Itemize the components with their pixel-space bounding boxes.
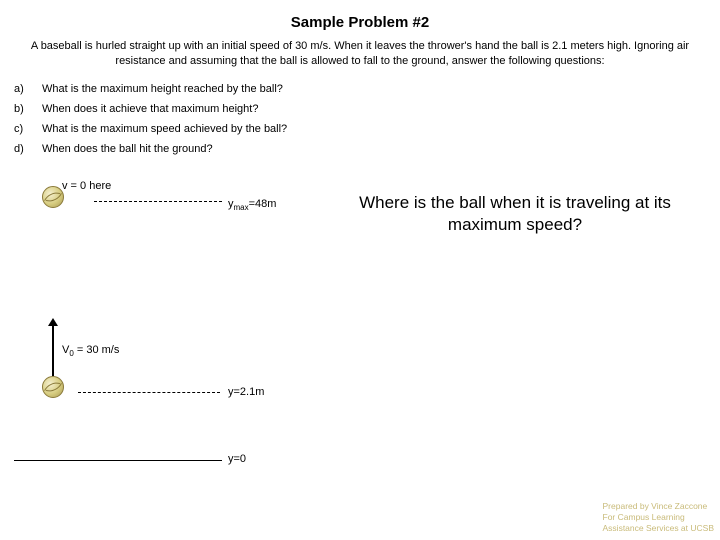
- question-item: d) When does the ball hit the ground?: [14, 139, 706, 159]
- y-ground-label: y=0: [228, 453, 246, 465]
- question-item: c) What is the maximum speed achieved by…: [14, 119, 706, 139]
- question-text: What is the maximum height reached by th…: [42, 83, 283, 95]
- diagram: v = 0 here ymax=48m V0 = 30 m/s y=2.1m y…: [14, 186, 354, 496]
- main-question: Where is the ball when it is traveling a…: [330, 192, 700, 236]
- velocity-arrow-icon: [52, 324, 54, 376]
- dashed-line-mid: [78, 392, 220, 393]
- footer-credits: Prepared by Vince Zaccone For Campus Lea…: [603, 501, 714, 534]
- baseball-icon: [42, 186, 64, 208]
- question-label: b): [14, 103, 42, 115]
- question-item: b) When does it achieve that maximum hei…: [14, 99, 706, 119]
- question-item: a) What is the maximum height reached by…: [14, 79, 706, 99]
- ground-line: [14, 460, 222, 461]
- footer-line: Prepared by Vince Zaccone: [603, 501, 714, 512]
- ymax-label: ymax=48m: [228, 198, 276, 212]
- initial-velocity-label: V0 = 30 m/s: [62, 344, 119, 358]
- velocity-top-label: v = 0 here: [62, 180, 111, 192]
- question-label: a): [14, 83, 42, 95]
- page-title: Sample Problem #2: [0, 0, 720, 39]
- question-label: d): [14, 143, 42, 155]
- problem-statement: A baseball is hurled straight up with an…: [0, 39, 720, 79]
- question-text: When does it achieve that maximum height…: [42, 103, 258, 115]
- question-text: What is the maximum speed achieved by th…: [42, 123, 287, 135]
- footer-line: For Campus Learning: [603, 512, 714, 523]
- question-list: a) What is the maximum height reached by…: [0, 79, 720, 159]
- question-label: c): [14, 123, 42, 135]
- y-mid-label: y=2.1m: [228, 386, 264, 398]
- baseball-icon: [42, 376, 64, 398]
- question-text: When does the ball hit the ground?: [42, 143, 213, 155]
- dashed-line-top: [94, 201, 222, 202]
- footer-line: Assistance Services at UCSB: [603, 523, 714, 534]
